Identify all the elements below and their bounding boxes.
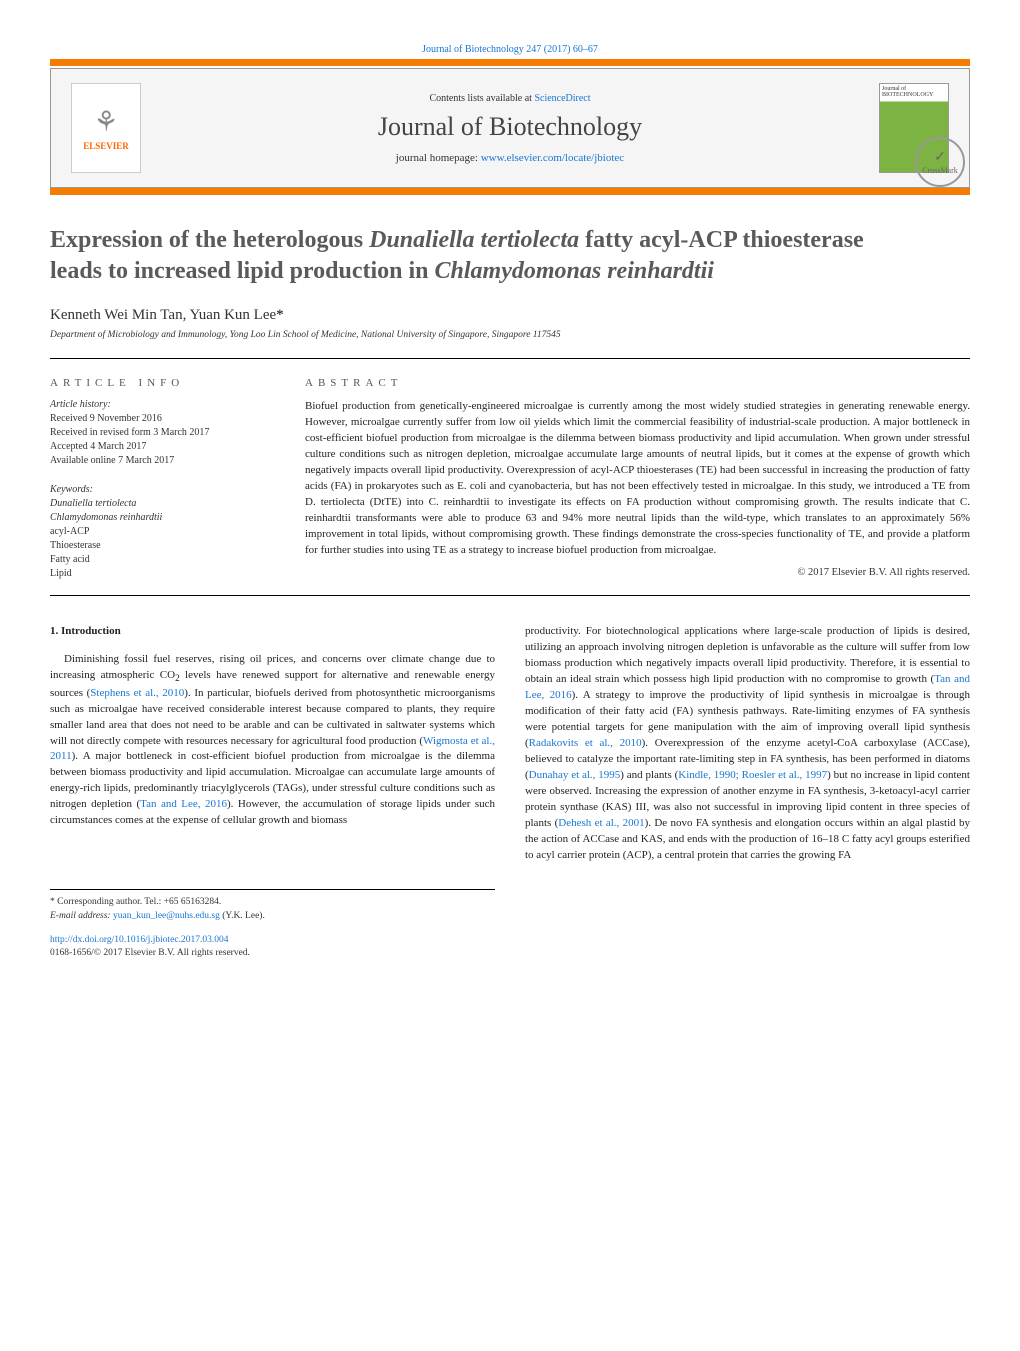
article-title: Expression of the heterologous Dunaliell… — [50, 225, 970, 287]
keyword: Dunaliella tertiolecta — [50, 497, 275, 511]
crossmark-label: CrossMark — [922, 166, 958, 175]
crossmark-icon: ✓ — [934, 149, 946, 166]
title-text-1: Expression of the heterologous — [50, 227, 369, 253]
article-info-block: ARTICLE INFO Article history: Received 9… — [50, 377, 275, 581]
citation-link[interactable]: Stephens et al., 2010 — [90, 687, 184, 699]
contents-prefix: Contents lists available at — [429, 93, 534, 104]
authors: Kenneth Wei Min Tan, Yuan Kun Lee* — [50, 307, 970, 324]
title-species-2: Chlamydomonas reinhardtii — [435, 258, 714, 284]
elsevier-logo: ⚘ ELSEVIER — [71, 83, 141, 173]
section-1-head: 1. Introduction — [50, 624, 495, 640]
keyword: Fatty acid — [50, 553, 275, 567]
corr-author-line: * Corresponding author. Tel.: +65 651632… — [50, 896, 495, 910]
contents-line: Contents lists available at ScienceDirec… — [141, 93, 879, 104]
footer-correspondence: * Corresponding author. Tel.: +65 651632… — [50, 889, 495, 961]
body-text: productivity. For biotechnological appli… — [525, 625, 970, 685]
keyword: acyl-ACP — [50, 525, 275, 539]
keyword: Thioesterase — [50, 539, 275, 553]
history-line: Received in revised form 3 March 2017 — [50, 426, 275, 440]
body-columns: 1. Introduction Diminishing fossil fuel … — [50, 624, 970, 961]
column-left: 1. Introduction Diminishing fossil fuel … — [50, 624, 495, 961]
orange-bar-top — [50, 59, 970, 66]
email-prefix: E-mail address: — [50, 911, 113, 921]
divider-1 — [50, 358, 970, 359]
abstract-block: ABSTRACT Biofuel production from genetic… — [305, 377, 970, 581]
journal-homepage: journal homepage: www.elsevier.com/locat… — [141, 152, 879, 164]
citation-link[interactable]: Radakovits et al., 2010 — [529, 737, 642, 749]
abstract-header: ABSTRACT — [305, 377, 970, 389]
article-info-header: ARTICLE INFO — [50, 377, 275, 389]
elsevier-label: ELSEVIER — [83, 141, 129, 151]
citation-link[interactable]: Dehesh et al., 2001 — [558, 817, 644, 829]
sciencedirect-link[interactable]: ScienceDirect — [534, 93, 590, 104]
history-head: Article history: — [50, 399, 275, 410]
body-text: ) and plants ( — [620, 769, 678, 781]
history-line: Accepted 4 March 2017 — [50, 440, 275, 454]
citation-link[interactable]: Tan and Lee, 2016 — [140, 798, 227, 810]
citation-link[interactable]: Kindle, 1990; Roesler et al., 1997 — [678, 769, 827, 781]
author-names: Kenneth Wei Min Tan, Yuan Kun Lee — [50, 307, 276, 323]
homepage-link[interactable]: www.elsevier.com/locate/jbiotec — [481, 152, 624, 164]
abstract-text: Biofuel production from genetically-engi… — [305, 399, 970, 558]
body-paragraph: productivity. For biotechnological appli… — [525, 624, 970, 863]
history-line: Available online 7 March 2017 — [50, 454, 275, 468]
keywords-head: Keywords: — [50, 484, 275, 495]
corr-email-link[interactable]: yuan_kun_lee@nuhs.edu.sg — [113, 911, 220, 921]
keyword: Chlamydomonas reinhardtii — [50, 511, 275, 525]
orange-bar-bottom — [50, 188, 970, 195]
history-line: Received 9 November 2016 — [50, 412, 275, 426]
doi-link[interactable]: http://dx.doi.org/10.1016/j.jbiotec.2017… — [50, 934, 495, 948]
elsevier-tree-icon: ⚘ — [93, 105, 118, 139]
journal-name: Journal of Biotechnology — [141, 112, 879, 142]
title-species-1: Dunaliella tertiolecta — [369, 227, 579, 253]
column-right: productivity. For biotechnological appli… — [525, 624, 970, 961]
top-citation: Journal of Biotechnology 247 (2017) 60–6… — [50, 40, 970, 59]
affiliation: Department of Microbiology and Immunolog… — [50, 330, 970, 340]
divider-2 — [50, 595, 970, 596]
email-suffix: (Y.K. Lee). — [220, 911, 265, 921]
corr-email-line: E-mail address: yuan_kun_lee@nuhs.edu.sg… — [50, 910, 495, 924]
cover-title: Journal of BIOTECHNOLOGY — [882, 86, 946, 98]
keyword: Lipid — [50, 567, 275, 581]
body-paragraph: Diminishing fossil fuel reserves, rising… — [50, 652, 495, 829]
issn-copyright: 0168-1656/© 2017 Elsevier B.V. All right… — [50, 947, 495, 961]
homepage-prefix: journal homepage: — [396, 152, 481, 164]
journal-header: ⚘ ELSEVIER Contents lists available at S… — [50, 68, 970, 188]
abstract-copyright: © 2017 Elsevier B.V. All rights reserved… — [305, 567, 970, 578]
crossmark-badge[interactable]: ✓ CrossMark — [915, 137, 965, 187]
corr-asterisk: * — [276, 307, 284, 323]
citation-link[interactable]: Dunahay et al., 1995 — [529, 769, 621, 781]
